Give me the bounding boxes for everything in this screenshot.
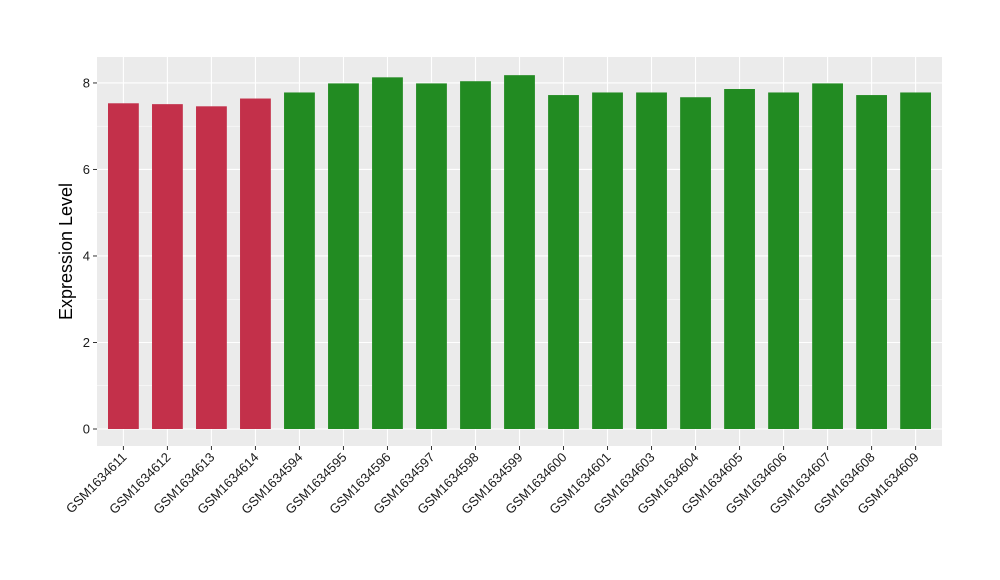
x-axis: GSM1634611GSM1634612GSM1634613GSM1634614… bbox=[63, 446, 922, 517]
bar-GSM1634612 bbox=[152, 104, 183, 429]
bar-GSM1634597 bbox=[416, 83, 447, 429]
bar-GSM1634608 bbox=[856, 95, 887, 429]
y-tick-label: 6 bbox=[83, 162, 90, 177]
bar-GSM1634598 bbox=[460, 81, 491, 429]
bar-GSM1634614 bbox=[240, 98, 271, 430]
y-axis-title: Expression Level bbox=[56, 183, 76, 320]
bar-GSM1634601 bbox=[592, 92, 623, 430]
bar-GSM1634600 bbox=[548, 95, 579, 429]
y-axis: 0 2 4 6 8 bbox=[83, 75, 97, 437]
y-tick-label: 4 bbox=[83, 248, 90, 263]
y-tick-label: 2 bbox=[83, 335, 90, 350]
bar-GSM1634613 bbox=[196, 106, 227, 429]
bar-GSM1634606 bbox=[768, 92, 799, 430]
bar-GSM1634595 bbox=[328, 83, 359, 429]
bar-GSM1634599 bbox=[504, 75, 535, 429]
y-tick-label: 0 bbox=[83, 422, 90, 437]
bar-GSM1634609 bbox=[900, 92, 931, 430]
bar-GSM1634607 bbox=[812, 83, 843, 429]
bar-GSM1634603 bbox=[636, 92, 667, 430]
bar-GSM1634594 bbox=[284, 92, 315, 430]
y-tick-label: 8 bbox=[83, 75, 90, 90]
bar-GSM1634605 bbox=[724, 89, 755, 429]
bar-GSM1634596 bbox=[372, 77, 403, 429]
bar-GSM1634604 bbox=[680, 97, 711, 429]
bar-GSM1634611 bbox=[108, 103, 139, 429]
bars bbox=[108, 75, 931, 430]
